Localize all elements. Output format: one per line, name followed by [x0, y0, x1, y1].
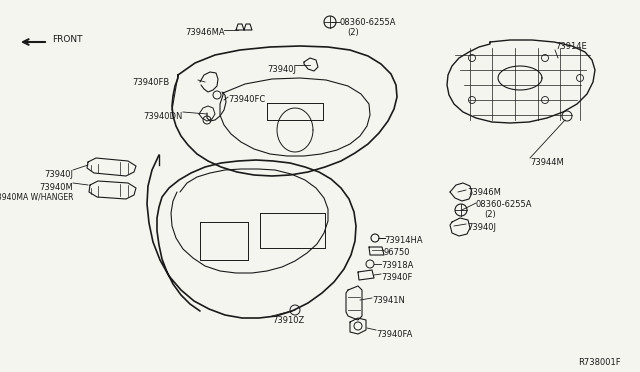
- Text: 73918A: 73918A: [381, 261, 413, 270]
- Text: 73940J: 73940J: [267, 65, 296, 74]
- Text: 73940MA W/HANGER: 73940MA W/HANGER: [0, 193, 73, 202]
- Text: 96750: 96750: [384, 248, 410, 257]
- Text: 08360-6255A: 08360-6255A: [340, 18, 397, 27]
- Text: 73910Z: 73910Z: [272, 316, 304, 325]
- Text: FRONT: FRONT: [52, 35, 83, 44]
- Text: (2): (2): [347, 28, 359, 37]
- Text: 73944M: 73944M: [530, 158, 564, 167]
- Text: 73940FA: 73940FA: [376, 330, 412, 339]
- Text: 73946M: 73946M: [467, 188, 501, 197]
- Text: (2): (2): [484, 210, 496, 219]
- Text: 73914E: 73914E: [555, 42, 587, 51]
- Text: 73940DN: 73940DN: [143, 112, 183, 121]
- Text: 73940M: 73940M: [39, 183, 73, 192]
- Text: 73940FC: 73940FC: [228, 95, 265, 104]
- Text: 73940FB: 73940FB: [132, 78, 170, 87]
- Text: 73914HA: 73914HA: [384, 236, 422, 245]
- Text: 73940F: 73940F: [381, 273, 412, 282]
- Text: 73941N: 73941N: [372, 296, 405, 305]
- Text: 08360-6255A: 08360-6255A: [476, 200, 532, 209]
- Text: 73946MA: 73946MA: [186, 28, 225, 37]
- Text: 73940J: 73940J: [44, 170, 73, 179]
- Text: R738001F: R738001F: [578, 358, 621, 367]
- Text: 73940J: 73940J: [467, 223, 496, 232]
